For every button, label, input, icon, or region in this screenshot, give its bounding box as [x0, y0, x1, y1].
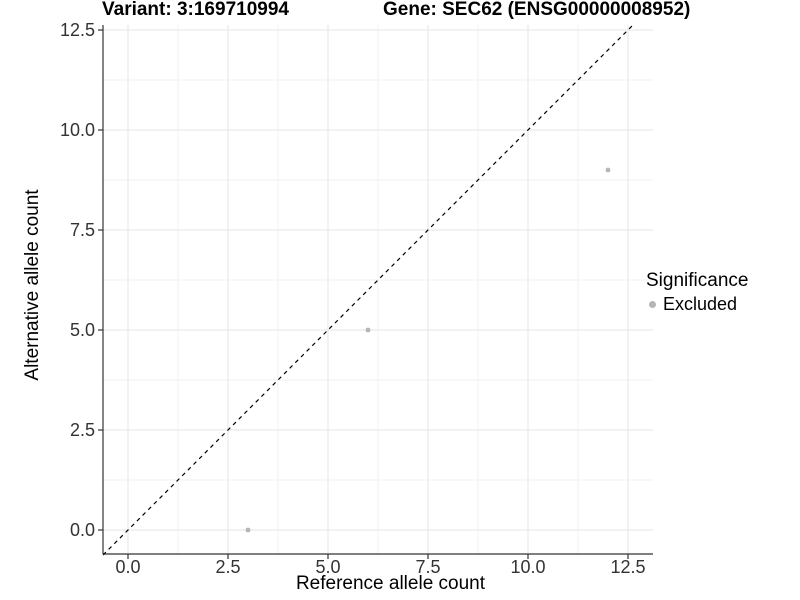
data-point	[605, 167, 611, 173]
gridlines-major	[103, 25, 653, 554]
legend-point-icon	[649, 301, 656, 308]
data-points	[245, 167, 611, 533]
x-tick-label: 12.5	[610, 557, 645, 577]
y-tick-label: 0.0	[70, 520, 95, 540]
gridlines-minor	[103, 25, 653, 554]
axis-lines	[102, 25, 653, 555]
plot-title-variant: Variant: 3:169710994	[102, 0, 289, 20]
legend-item-label: Excluded	[663, 294, 738, 314]
plot-title-gene: Gene: SEC62 (ENSG00000008952)	[383, 0, 691, 20]
y-tick-label: 2.5	[70, 420, 95, 440]
x-axis-title: Reference allele count	[295, 573, 486, 594]
x-tick-label: 5.0	[315, 557, 340, 577]
x-tick-label: 10.0	[510, 557, 545, 577]
legend-title: Significance	[646, 270, 749, 291]
identity-line-group	[102, 24, 634, 556]
data-point	[245, 527, 251, 533]
y-tick-label: 5.0	[70, 320, 95, 340]
y-tick-label: 10.0	[60, 120, 95, 140]
x-tick-label: 0.0	[115, 557, 140, 577]
x-tick-label: 2.5	[215, 557, 240, 577]
legend: Significance Excluded	[646, 270, 748, 315]
x-tick-label: 7.5	[415, 557, 440, 577]
legend-item-excluded: Excluded	[646, 294, 748, 315]
identity-dashed-line	[102, 24, 634, 556]
data-point	[365, 327, 371, 333]
tick-labels: 0.0 2.5 5.0 7.5 10.0 12.5 0.0 2.5 5.0 7.5 10.0 12.5	[60, 20, 646, 577]
axis-ticks	[98, 29, 629, 559]
y-tick-label: 7.5	[70, 220, 95, 240]
y-axis-title: Alternative allele count	[22, 189, 43, 381]
y-tick-label: 12.5	[60, 20, 95, 40]
